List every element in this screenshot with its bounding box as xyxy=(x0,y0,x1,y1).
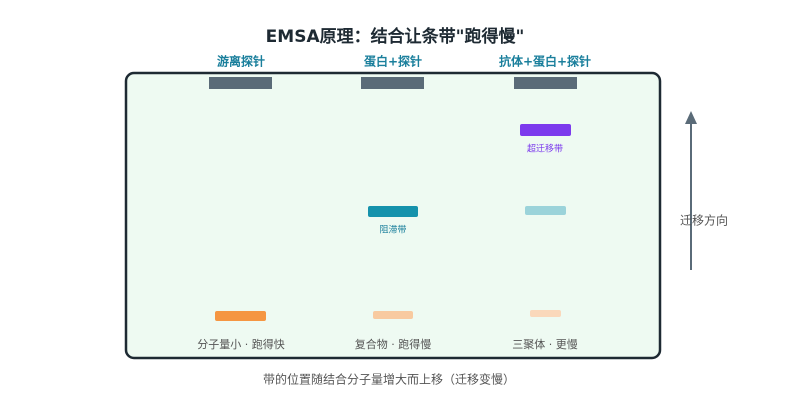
lane-footer: 三聚体 · 更慢 xyxy=(512,337,578,351)
free-band-faint xyxy=(530,310,561,317)
free-band-faint xyxy=(373,311,413,319)
band-label: 超迁移带 xyxy=(527,143,563,155)
arrow-label: 迁移方向 xyxy=(680,213,728,228)
supershift-band xyxy=(520,124,571,136)
well xyxy=(514,77,577,89)
free-band xyxy=(215,311,266,321)
lane-footer: 复合物 · 跑得慢 xyxy=(355,337,432,351)
band-label: 阻滞带 xyxy=(379,225,406,236)
lane-header: 游离探针 xyxy=(217,54,265,69)
shift-band-faint xyxy=(525,206,566,215)
title: EMSA原理：结合让条带"跑得慢" xyxy=(266,26,525,47)
lane-header: 蛋白+探针 xyxy=(364,54,422,69)
arrow-head xyxy=(685,111,697,124)
shift-band xyxy=(368,206,418,217)
lane-footer: 分子量小 · 跑得快 xyxy=(197,337,285,351)
well xyxy=(209,77,272,89)
lane-header: 抗体+蛋白+探针 xyxy=(499,54,591,69)
well xyxy=(361,77,424,89)
caption: 带的位置随结合分子量增大而上移（迁移变慢） xyxy=(263,372,515,387)
